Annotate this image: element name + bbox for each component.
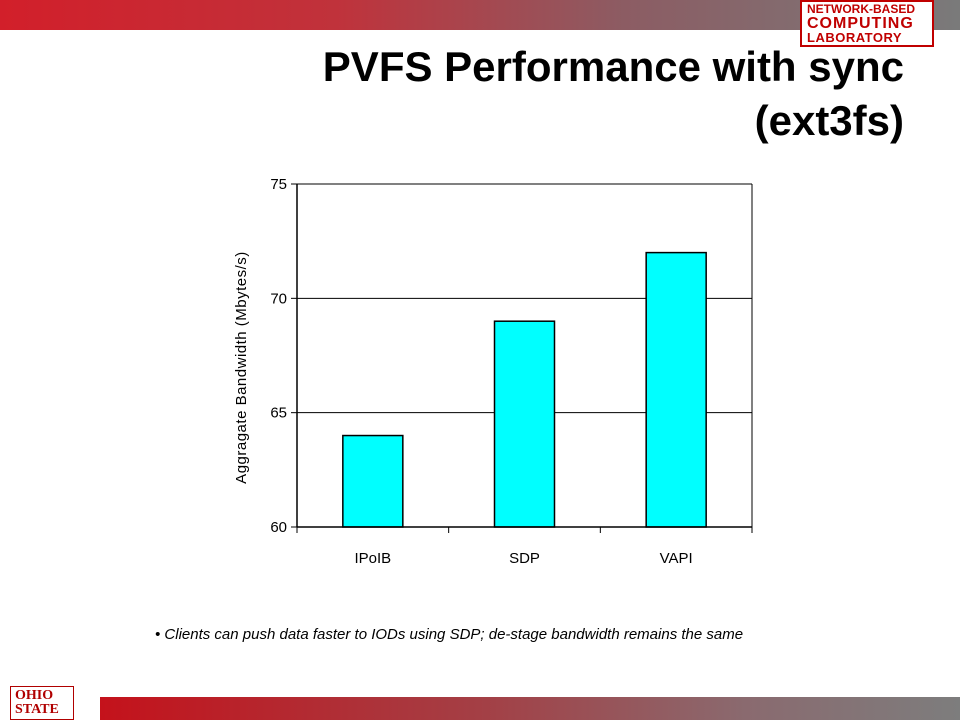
y-axis-title: Aggragate Bandwidth (Mbytes/s) [233,251,250,484]
bottom-decor-band [100,697,960,720]
chart-bars [342,251,707,528]
bar-sdp [493,320,556,528]
y-tick-label: 60 [270,519,287,536]
slide-title-line1: PVFS Performance with sync [322,43,904,90]
x-tick-label: VAPI [660,550,693,567]
y-tick-label: 65 [270,405,287,422]
slide-title: PVFS Performance with sync (ext3fs) [144,40,904,148]
slide-title-line2: (ext3fs) [754,97,904,144]
y-tick-label: 70 [270,290,287,307]
lab-logo-line1: NETWORK-BASED [807,2,915,16]
chart-labels: 60 65 70 75 IPoIB SDP VAPI Aggragate Bandwidth … [233,176,693,567]
ohio-state-logo-line2: STATE [15,702,59,717]
x-tick-label: SDP [509,550,540,567]
x-tick-label: IPoIB [354,550,391,567]
ohio-state-logo-line1: OHIO [15,688,54,703]
y-tick-label: 75 [270,176,287,193]
ohio-state-logo: OHIO STATE [10,686,74,720]
chart-axes [291,183,753,533]
lab-logo-line3: LABORATORY [807,30,903,45]
slide-note: • Clients can push data faster to IODs u… [155,626,744,643]
lab-logo: NETWORK-BASED COMPUTING LABORATORY [800,0,934,47]
lab-logo-line2: COMPUTING [807,15,914,32]
bar-ipoib [342,434,404,528]
bar-vapi [645,251,707,528]
